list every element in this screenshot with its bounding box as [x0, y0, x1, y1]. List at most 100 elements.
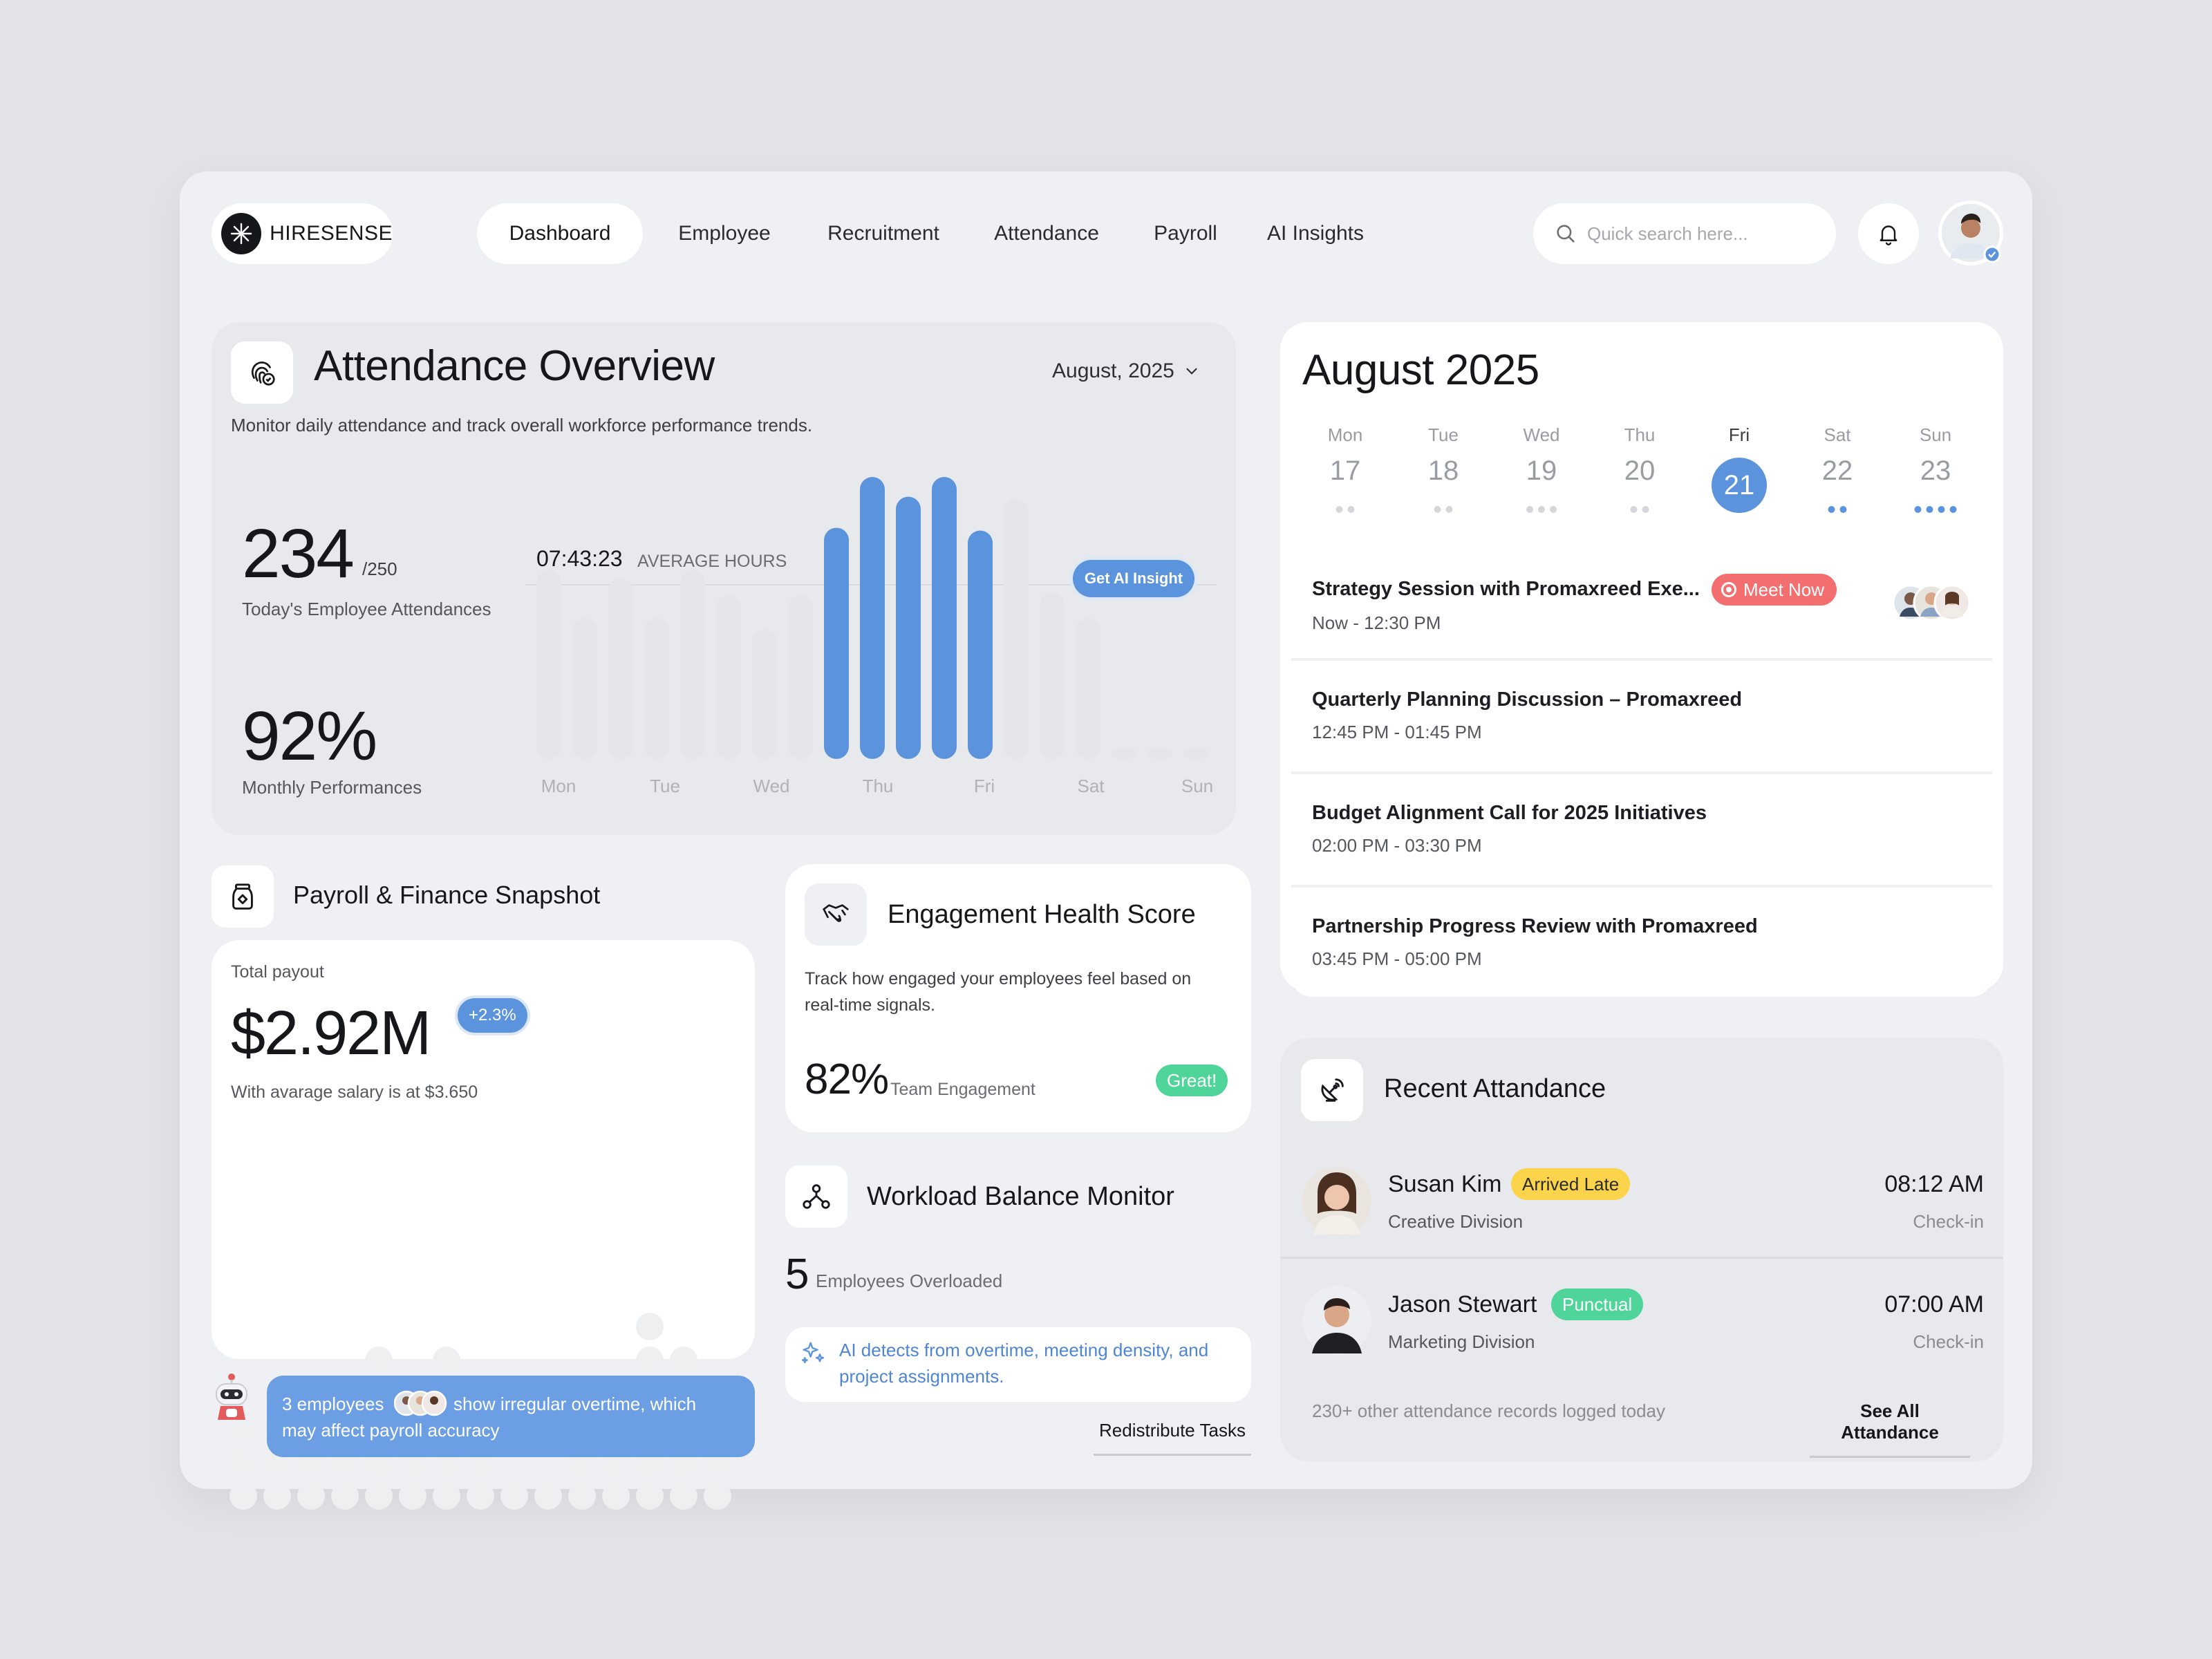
chart-bar: [1112, 747, 1136, 759]
event-time: 03:45 PM - 05:00 PM: [1312, 948, 1482, 969]
engagement-description-2: real-time signals.: [805, 995, 935, 1015]
engagement-icon-box: [805, 883, 867, 946]
alert-prefix: 3 employees: [282, 1394, 384, 1414]
payroll-dot: [670, 1482, 697, 1510]
alert-suffix: show irregular overtime, which: [453, 1394, 697, 1414]
chart-bar: [1076, 618, 1100, 759]
get-ai-insight-button[interactable]: Get AI Insight: [1073, 560, 1194, 597]
bell-icon: [1880, 225, 1897, 245]
payroll-dot: [433, 1482, 460, 1510]
check-in-label: Check-in: [1913, 1331, 1984, 1352]
calendar-event[interactable]: Quarterly Planning Discussion – Promaxre…: [1291, 661, 1992, 771]
event-dot: [1938, 506, 1945, 513]
notification-button[interactable]: [1858, 203, 1919, 264]
jason-stewart-avatar: [1301, 1284, 1373, 1356]
nav-dashboard[interactable]: Dashboard: [477, 203, 643, 264]
payroll-dot: [534, 1482, 562, 1510]
calendar-day-17[interactable]: Mon 17: [1311, 424, 1380, 487]
row-divider: [1280, 1257, 2003, 1259]
search-input[interactable]: Quick search here...: [1533, 203, 1836, 264]
chart-bar: [932, 477, 957, 759]
search-placeholder: Quick search here...: [1587, 223, 1748, 244]
brand-logo[interactable]: HIRESENSE: [212, 203, 393, 264]
chart-bar: [644, 618, 669, 759]
attendance-bar-chart: [525, 477, 1217, 759]
user-avatar[interactable]: [1938, 200, 2003, 265]
event-dot: [1347, 506, 1355, 513]
event-dot: [1642, 506, 1649, 513]
payroll-dot: [636, 1313, 664, 1340]
event-dot: [1914, 506, 1922, 513]
calendar-day-21[interactable]: Fri 21: [1705, 424, 1774, 513]
calendar-event[interactable]: Strategy Session with Promaxreed Exe... …: [1291, 547, 1992, 658]
chevron-down-icon: [1186, 368, 1197, 375]
chart-bar: [572, 618, 597, 759]
chart-x-tick: Tue: [650, 776, 680, 796]
event-dot: [1538, 506, 1545, 513]
payroll-dot: [229, 1414, 257, 1442]
nav-recruitment[interactable]: Recruitment: [827, 222, 939, 245]
recent-attendance-icon-box: [1301, 1059, 1363, 1121]
calendar-weekday: Thu: [1624, 424, 1656, 445]
engagement-badge: Great!: [1156, 1065, 1228, 1096]
calendar-day-23[interactable]: Sun 23: [1901, 424, 1970, 487]
calendar-event-dots: [1914, 506, 1957, 513]
workload-title: Workload Balance Monitor: [867, 1182, 1174, 1211]
attendance-icon-box: [231, 341, 293, 404]
redistribute-tasks-button[interactable]: Redistribute Tasks: [1094, 1420, 1251, 1456]
person-division: Marketing Division: [1388, 1331, 1535, 1352]
calendar-event[interactable]: Partnership Progress Review with Promaxr…: [1291, 888, 1992, 997]
monthly-performance-value: 92%: [242, 697, 377, 775]
record-icon: [1721, 582, 1736, 597]
chart-bar: [680, 570, 705, 759]
payroll-dot: [297, 1482, 325, 1510]
payroll-dot: [365, 1347, 393, 1374]
meet-now-label: Meet Now: [1743, 579, 1825, 600]
calendar-day-20[interactable]: Thu 20: [1605, 424, 1674, 487]
payout-change-badge: +2.3%: [458, 998, 527, 1033]
check-in-label: Check-in: [1913, 1211, 1984, 1232]
month-selector[interactable]: August, 2025: [1052, 359, 1201, 383]
recent-attendance-title: Recent Attandance: [1384, 1074, 1606, 1103]
event-dot: [1434, 506, 1441, 513]
payroll-dot: [636, 1347, 664, 1374]
see-all-attendance-button[interactable]: See All Attandance: [1810, 1400, 1970, 1458]
average-salary-text: With avarage salary is at $3.650: [231, 1082, 478, 1102]
overtime-alert-banner[interactable]: 3 employees show irregular overtime, whi…: [267, 1376, 755, 1457]
chart-bar: [608, 578, 633, 759]
event-divider: [1291, 885, 1992, 888]
chart-bar: [1183, 747, 1208, 759]
recent-attendance-card: [1280, 1038, 2003, 1461]
attendance-overview-title: Attendance Overview: [314, 342, 715, 390]
event-dot: [1445, 506, 1453, 513]
nav-attendance[interactable]: Attendance: [994, 222, 1099, 245]
chart-bar: [536, 570, 561, 759]
calendar-event[interactable]: Budget Alignment Call for 2025 Initiativ…: [1291, 774, 1992, 885]
nav-payroll[interactable]: Payroll: [1154, 222, 1217, 245]
employee-avatars: [394, 1390, 447, 1416]
meet-now-badge[interactable]: Meet Now: [1712, 574, 1837, 606]
money-jar-icon: [232, 883, 253, 910]
calendar-date: 23: [1920, 456, 1951, 486]
payroll-dot: [602, 1482, 630, 1510]
calendar-day-19[interactable]: Wed 19: [1507, 424, 1576, 487]
payroll-dot: [433, 1347, 460, 1374]
calendar-day-22[interactable]: Sat 22: [1803, 424, 1872, 487]
event-dot: [1630, 506, 1638, 513]
calendar-weekday: Mon: [1327, 424, 1363, 445]
chart-bar: [1004, 499, 1029, 759]
calendar-day-18[interactable]: Tue 18: [1409, 424, 1478, 487]
calendar-event-dots: [1526, 506, 1557, 513]
today-attendance-count: 234: [242, 515, 355, 592]
month-selector-label: August, 2025: [1052, 359, 1174, 382]
nav-ai-insights[interactable]: AI Insights: [1266, 222, 1365, 245]
calendar-date: 18: [1427, 456, 1459, 486]
workload-icon-box: [785, 1165, 847, 1228]
average-hours-label: AVERAGE HOURS: [637, 552, 787, 571]
chart-bar: [1040, 592, 1065, 759]
chart-x-tick: Mon: [541, 776, 577, 796]
nav-employee[interactable]: Employee: [678, 222, 771, 245]
payroll-dot: [399, 1482, 427, 1510]
engagement-score: 82%: [805, 1056, 889, 1103]
calendar-event-dots: [1630, 506, 1649, 513]
